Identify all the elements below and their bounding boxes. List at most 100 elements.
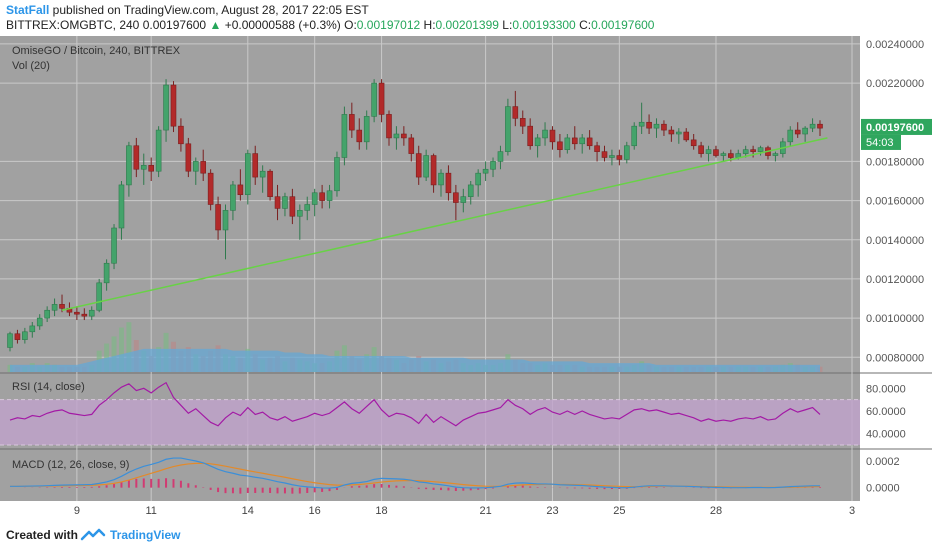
price-axis[interactable]: 0.00240000 0.00220000 0.00180000 0.00160000… (861, 39, 932, 495)
candle-body (126, 145, 132, 186)
candle-body (393, 133, 400, 139)
macd-pane[interactable] (10, 457, 821, 494)
up-arrow-icon: ▲ (209, 18, 222, 32)
candle-body (252, 153, 259, 178)
candle-body (571, 137, 578, 145)
axis-background (860, 36, 932, 520)
high-value: 0.00201399 (435, 18, 499, 32)
volume-bar (118, 327, 124, 372)
candle-body (155, 129, 162, 172)
price-tick-label: 0.00140000 (866, 235, 924, 247)
candle-body (802, 127, 808, 135)
time-tick-label: 18 (375, 505, 387, 517)
candle-body (304, 204, 311, 211)
candle-body (356, 129, 363, 143)
volume-ma-area (10, 348, 820, 372)
rsi-tick-label: 40.0000 (866, 429, 906, 441)
candle-body (111, 227, 117, 264)
symbol-line: BITTREX:OMGBTC, 240 0.00197600 ▲ +0.0000… (6, 18, 654, 32)
candle-body (192, 161, 199, 172)
candle-body (215, 204, 221, 231)
candle-body (81, 313, 88, 317)
candle-body (490, 161, 496, 170)
change-value: +0.00000588 (+0.3%) (224, 18, 341, 32)
chart-header: StatFall published on TradingView.com, A… (0, 0, 932, 36)
candle-body (690, 139, 697, 147)
time-axis[interactable]: 9 11 14 16 18 21 23 25 28 3 (74, 505, 855, 517)
candle-body (787, 129, 794, 143)
close-value: 0.00197600 (591, 18, 655, 32)
candle-body (148, 165, 154, 172)
candle-body (44, 309, 50, 319)
candle-body (133, 145, 140, 170)
macd-title: MACD (12, 26, close, 9) (12, 459, 129, 471)
created-with-text: Created with (6, 528, 79, 542)
candle-body (609, 155, 615, 158)
low-label: L: (502, 18, 513, 32)
chart-area[interactable]: 0.00240000 0.00220000 0.00180000 0.00160000… (0, 36, 932, 520)
candle-body (638, 121, 645, 127)
candle-body (289, 196, 296, 217)
open-label: O: (344, 18, 357, 32)
price-tick-label: 0.00100000 (866, 313, 924, 325)
candle-body (616, 155, 623, 160)
candle-body (728, 153, 734, 158)
price-tick-label: 0.00220000 (866, 78, 924, 90)
volume-bar (126, 322, 132, 372)
candle-body (415, 153, 422, 178)
candle-body (430, 155, 437, 186)
candle-body (549, 129, 556, 143)
trendline[interactable] (61, 137, 828, 311)
candle-body (475, 172, 481, 186)
candle-body (311, 192, 318, 205)
author-link[interactable]: StatFall (6, 3, 50, 17)
candle-body (676, 131, 682, 135)
tradingview-logo-icon[interactable] (80, 527, 106, 543)
candle-body (646, 121, 652, 129)
publish-line: StatFall published on TradingView.com, A… (6, 3, 369, 17)
pane-labels: OmiseGO / Bitcoin, 240, BITTREX Vol (20)… (12, 45, 181, 471)
candle-body (742, 149, 749, 154)
volume-bar (111, 336, 117, 372)
price-tick-label: 0.00080000 (866, 352, 924, 364)
candle-body (542, 129, 548, 139)
candle-body (445, 172, 452, 194)
candle-body (259, 170, 266, 178)
candle-body (371, 82, 377, 117)
candle-body (594, 145, 600, 152)
candle-body (22, 331, 28, 340)
price-candles[interactable] (7, 79, 823, 352)
candle-body (36, 317, 43, 327)
time-tick-label: 11 (145, 505, 156, 517)
time-axis-background (0, 501, 860, 520)
candle-body (230, 184, 236, 211)
last-price-tag (861, 118, 932, 135)
candle-body (497, 151, 504, 162)
candle-body (29, 325, 36, 333)
rsi-tick-label: 80.0000 (866, 383, 906, 395)
trendline-line (61, 137, 828, 311)
macd-tick-label: 0.0002 (866, 456, 900, 468)
last-price-value: 0.00197600 (142, 18, 207, 32)
time-tick-label: 28 (710, 505, 722, 517)
macd-tick-label: 0.0000 (866, 483, 900, 495)
time-tick-label: 3 (849, 505, 855, 517)
candle-body (170, 84, 177, 127)
candle-body (623, 145, 630, 160)
candle-body (7, 333, 13, 348)
macd-line (10, 457, 820, 489)
candle-body (349, 114, 355, 131)
rsi-tick-label: 60.0000 (866, 406, 906, 418)
candle-body (579, 137, 586, 145)
tradingview-brand[interactable]: TradingView (110, 528, 181, 542)
candle-body (282, 196, 288, 209)
candle-body (74, 311, 80, 315)
time-tick-label: 21 (479, 505, 491, 517)
candle-body (586, 137, 593, 147)
candle-body (14, 333, 21, 340)
time-tick-label: 25 (613, 505, 625, 517)
rsi-pane[interactable] (0, 381, 860, 446)
candle-body (519, 118, 526, 127)
candle-body (297, 210, 303, 217)
candle-body (683, 131, 690, 141)
